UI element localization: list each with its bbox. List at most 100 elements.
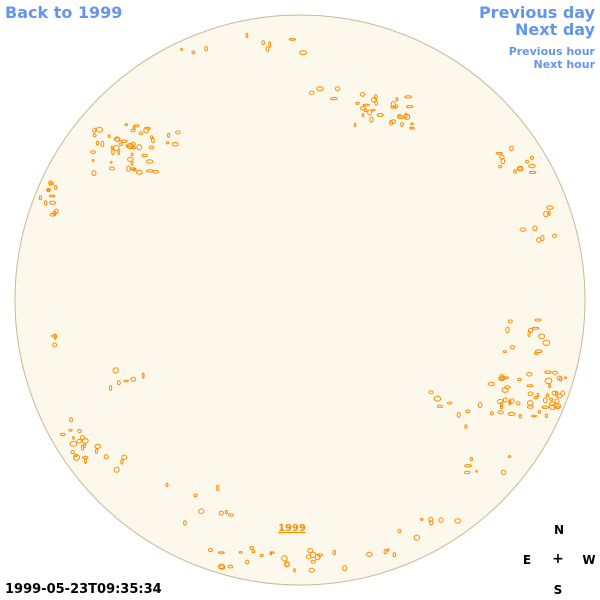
contour-mark: [127, 156, 134, 162]
contour-mark: [191, 50, 196, 55]
contour-mark: [530, 155, 534, 160]
contour-mark: [397, 528, 402, 534]
contour-mark: [307, 548, 314, 554]
contour-mark: [84, 458, 87, 465]
contour-mark: [228, 513, 234, 517]
contour-mark: [552, 370, 558, 375]
contour-mark: [48, 194, 56, 198]
contour-mark: [359, 106, 366, 111]
contour-mark: [526, 371, 533, 377]
contour-mark: [389, 120, 394, 126]
previous-hour-link[interactable]: Previous hour: [508, 45, 595, 58]
contour-mark: [392, 552, 397, 558]
contour-mark: [100, 140, 105, 148]
contour-mark: [218, 510, 224, 516]
contour-mark: [145, 126, 151, 130]
contour-mark: [251, 549, 256, 554]
contour-mark: [438, 517, 444, 523]
contour-mark: [465, 409, 471, 414]
contour-mark: [165, 482, 169, 488]
contour-mark: [359, 92, 366, 97]
contour-mark: [509, 345, 516, 350]
previous-day-link[interactable]: Previous day: [478, 3, 595, 22]
contour-mark: [126, 143, 134, 150]
next-day-link[interactable]: Next day: [515, 20, 595, 39]
contour-mark: [526, 405, 534, 409]
contour-mark: [217, 551, 225, 554]
contour-mark: [534, 318, 542, 322]
contour-mark: [526, 384, 534, 388]
contour-mark: [334, 86, 341, 92]
contour-mark: [556, 405, 560, 410]
contour-mark: [552, 233, 558, 239]
contour-mark: [542, 397, 548, 404]
contour-mark: [284, 561, 290, 568]
contour-mark: [249, 546, 254, 550]
contour-mark: [81, 438, 89, 444]
contour-mark: [109, 166, 115, 171]
contour-mark: [218, 563, 225, 569]
contour-mark: [259, 553, 264, 558]
contour-mark: [498, 164, 503, 169]
contour-mark: [265, 46, 270, 52]
contour-mark: [133, 124, 140, 128]
contour-mark: [505, 326, 510, 334]
contour-mark: [130, 128, 136, 133]
contour-mark: [469, 457, 473, 461]
contour-mark: [215, 484, 220, 491]
contour-mark: [121, 454, 128, 461]
contour-mark: [502, 350, 507, 354]
contour-mark: [531, 414, 537, 418]
contour-mark: [281, 555, 288, 562]
contour-mark: [420, 517, 424, 521]
contour-mark: [293, 568, 296, 573]
contour-mark: [69, 417, 73, 423]
observation-timestamp: 1999-05-23T09:35:34: [5, 582, 162, 597]
contour-mark: [245, 559, 250, 565]
contour-mark: [507, 319, 513, 324]
contour-mark: [288, 38, 296, 41]
contour-mark: [406, 105, 414, 109]
contour-mark: [464, 464, 473, 468]
back-to-year-link[interactable]: Back to 1999: [5, 3, 123, 22]
contour-mark: [46, 188, 51, 193]
contour-mark: [397, 114, 402, 119]
contour-mark: [560, 390, 566, 397]
contour-mark: [497, 410, 504, 415]
contour-mark: [533, 396, 539, 400]
contour-mark: [53, 333, 57, 340]
contour-mark: [376, 113, 384, 117]
contour-mark: [130, 376, 137, 382]
contour-mark: [113, 466, 120, 473]
compass-east: E: [522, 553, 532, 567]
compass-south: S: [553, 583, 563, 597]
next-hour-link[interactable]: Next hour: [533, 58, 596, 71]
contour-mark: [136, 144, 142, 151]
contour-mark: [108, 385, 113, 391]
contour-mark: [145, 159, 154, 164]
contour-mark: [475, 470, 479, 473]
contour-mark: [516, 165, 524, 172]
contour-mark: [403, 113, 411, 120]
contour-mark: [204, 46, 208, 52]
year-label-link[interactable]: 1999: [278, 523, 306, 534]
compass-north: N: [553, 523, 565, 537]
contour-mark: [48, 200, 57, 205]
contour-mark: [515, 401, 521, 406]
contour-mark: [500, 158, 506, 165]
contour-mark: [72, 436, 75, 440]
contour-mark: [129, 146, 137, 150]
contour-mark: [148, 145, 155, 150]
contour-mark: [549, 404, 557, 410]
contour-mark: [535, 349, 543, 354]
contour-mark: [556, 375, 563, 381]
contour-mark: [44, 200, 48, 206]
contour-mark: [446, 401, 453, 405]
contour-mark: [545, 393, 549, 398]
contour-mark: [543, 210, 549, 218]
contour-mark: [80, 444, 85, 451]
contour-mark: [92, 127, 97, 133]
contour-mark: [386, 548, 390, 552]
contour-mark: [175, 130, 181, 135]
contour-mark: [413, 534, 420, 541]
